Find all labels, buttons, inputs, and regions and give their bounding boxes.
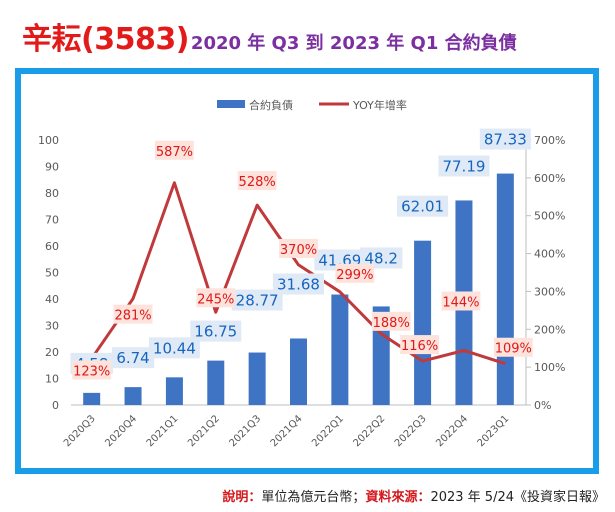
- bar-2020Q3: [83, 392, 101, 405]
- yoy-data-label-bg: [371, 311, 411, 331]
- chart-frame: 合約負債 YOY年增率 0 10 20 30 40 50 60 70 80 90 100 0% 100% 20…: [15, 68, 599, 474]
- bar-data-label: 6.74: [116, 349, 149, 367]
- yoy-data-label-bg: [441, 291, 481, 311]
- title-subtitle: 2020 年 Q3 到 2023 年 Q1 合約負債: [190, 33, 517, 54]
- y-left-tick-label: 20: [45, 346, 59, 359]
- x-tick-label: 2021Q3: [227, 413, 263, 449]
- bar-data-label: 77.19: [442, 157, 485, 175]
- x-tick-label: 2021Q1: [145, 413, 181, 449]
- chart-title: 辛耘(3583) 2020 年 Q3 到 2023 年 Q1 合約負債: [22, 14, 517, 58]
- y-right-tick-label: 600%: [534, 172, 565, 185]
- yoy-line: [90, 181, 506, 366]
- yoy-data-label: 144%: [442, 295, 479, 310]
- legend-label-yoy: YOY年增率: [352, 98, 407, 112]
- bar-2021Q2: [207, 360, 225, 405]
- bar-data-label-bg: [231, 289, 283, 311]
- y-right-tick-label: 300%: [534, 285, 565, 298]
- yoy-data-label-bg: [113, 304, 153, 324]
- bar-2022Q1: [331, 294, 349, 405]
- legend-swatch-contract-liabilities: [217, 100, 245, 108]
- yoy-data-label: 245%: [197, 292, 234, 307]
- yoy-data-label: 299%: [336, 268, 373, 283]
- bar-data-label-bg: [479, 128, 531, 150]
- yoy-data-label-bg: [400, 335, 439, 355]
- bar-2021Q1: [165, 377, 183, 405]
- footnote: 說明：單位為億元台幣；資料來源：2023 年 5/24《投資家日報》: [222, 486, 605, 505]
- x-tick-label: 2020Q3: [62, 413, 98, 449]
- y-right-tick-label: 400%: [534, 248, 565, 261]
- bar-data-label: 28.77: [236, 292, 279, 310]
- bar-2020Q4: [124, 387, 142, 405]
- x-tick-label: 2022Q1: [310, 413, 346, 449]
- y-left-tick-label: 0: [52, 399, 59, 412]
- yoy-data-label: 587%: [156, 145, 193, 160]
- legend-label-contract-liabilities: 合約負債: [249, 98, 293, 112]
- bar-data-label: 62.01: [401, 198, 444, 216]
- x-tick-label: 2022Q4: [434, 413, 470, 449]
- y-left-tick-label: 60: [45, 240, 59, 253]
- bar-data-label-bg: [360, 247, 403, 269]
- company-title: 辛耘(3583): [22, 22, 189, 57]
- y-left-tick-label: 90: [45, 161, 59, 174]
- y-left-tick-label: 50: [45, 267, 59, 280]
- x-tick-label: 2022Q2: [352, 413, 388, 449]
- y-left-tick-label: 70: [45, 214, 59, 227]
- bar-2022Q3: [414, 240, 432, 405]
- yoy-data-label-bg: [237, 171, 277, 191]
- x-tick-label: 2022Q3: [393, 413, 429, 449]
- bar-data-label-bg: [397, 195, 449, 217]
- x-tick-label: 2020Q4: [103, 413, 139, 449]
- yoy-data-label: 109%: [495, 342, 532, 357]
- yoy-data-label: 188%: [373, 316, 410, 331]
- yoy-data-label: 528%: [239, 175, 276, 190]
- y-right-tick-label: 200%: [534, 323, 565, 336]
- footnote-source-text: 2023 年 5/24《投資家日報》: [430, 490, 605, 505]
- footnote-label-note: 說明：: [222, 490, 262, 505]
- yoy-data-label: 281%: [114, 309, 151, 324]
- bar-data-label: 31.68: [277, 275, 320, 293]
- y-right-tick-label: 700%: [534, 134, 565, 147]
- y-left-tick-label: 10: [45, 373, 59, 386]
- y-left-tick-label: 100: [38, 134, 59, 147]
- footnote-label-source: 資料來源：: [365, 490, 431, 505]
- footnote-unit-text: 單位為億元台幣；: [261, 490, 366, 505]
- x-tick-label: 2021Q4: [269, 413, 305, 449]
- y-left-tick-label: 30: [45, 320, 59, 333]
- y-left-tick-label: 40: [45, 293, 59, 306]
- bar-data-label-bg: [111, 347, 155, 369]
- y-left-tick-label: 80: [45, 187, 59, 200]
- bar-data-label-bg: [438, 155, 490, 177]
- y-right-tick-label: 100%: [534, 361, 565, 374]
- y-right-tick-label: 500%: [534, 210, 565, 223]
- yoy-data-label-bg: [155, 140, 194, 160]
- yoy-data-label-bg: [279, 238, 318, 258]
- y-right-tick-label: 0%: [534, 399, 551, 412]
- bar-data-label-bg: [190, 320, 242, 342]
- yoy-data-label-bg: [335, 263, 375, 283]
- bar-data-label: 48.2: [365, 249, 398, 267]
- yoy-data-label: 116%: [401, 339, 438, 354]
- combo-chart: 合約負債 YOY年增率 0 10 20 30 40 50 60 70 80 90 100 0% 100% 20…: [38, 98, 565, 449]
- bar-2021Q3: [248, 352, 266, 405]
- bar-data-label-bg: [148, 337, 200, 359]
- x-tick-label: 2021Q2: [186, 413, 222, 449]
- bar-2021Q4: [290, 338, 307, 405]
- bar-data-label: 16.75: [194, 323, 237, 341]
- bar-data-label: 87.33: [484, 131, 527, 149]
- yoy-data-label-bg: [72, 360, 112, 380]
- yoy-data-label: 123%: [73, 364, 110, 379]
- bar-data-label-bg: [273, 273, 324, 295]
- bar-2023Q1: [496, 173, 514, 405]
- yoy-data-label: 370%: [280, 243, 317, 258]
- x-tick-label: 2023Q1: [476, 413, 512, 449]
- yoy-data-label-bg: [493, 337, 533, 357]
- bar-data-label: 10.44: [153, 339, 196, 357]
- yoy-data-label-bg: [196, 288, 236, 308]
